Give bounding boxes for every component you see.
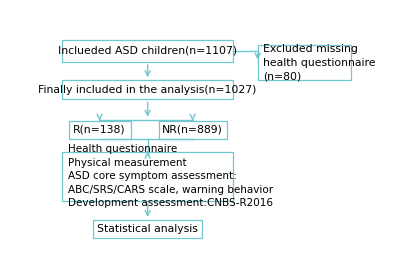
Text: Excluded missing
health questionnaire
(n=80): Excluded missing health questionnaire (n… — [263, 44, 376, 81]
Text: NR(n=889): NR(n=889) — [162, 125, 223, 135]
FancyBboxPatch shape — [69, 121, 131, 139]
Text: Health questionnaire
Physical measurement
ASD core symptom assessment:
ABC/SRS/C: Health questionnaire Physical measuremen… — [68, 144, 273, 208]
Text: Statistical analysis: Statistical analysis — [97, 224, 198, 234]
FancyBboxPatch shape — [62, 40, 233, 62]
FancyBboxPatch shape — [158, 121, 227, 139]
Text: Finally included in the analysis(n=1027): Finally included in the analysis(n=1027) — [38, 85, 257, 95]
Text: Inclueded ASD children(n=1107): Inclueded ASD children(n=1107) — [58, 46, 237, 56]
Text: R(n=138): R(n=138) — [73, 125, 126, 135]
FancyBboxPatch shape — [62, 80, 233, 99]
FancyBboxPatch shape — [62, 152, 233, 201]
FancyBboxPatch shape — [94, 220, 202, 238]
FancyBboxPatch shape — [258, 45, 351, 80]
